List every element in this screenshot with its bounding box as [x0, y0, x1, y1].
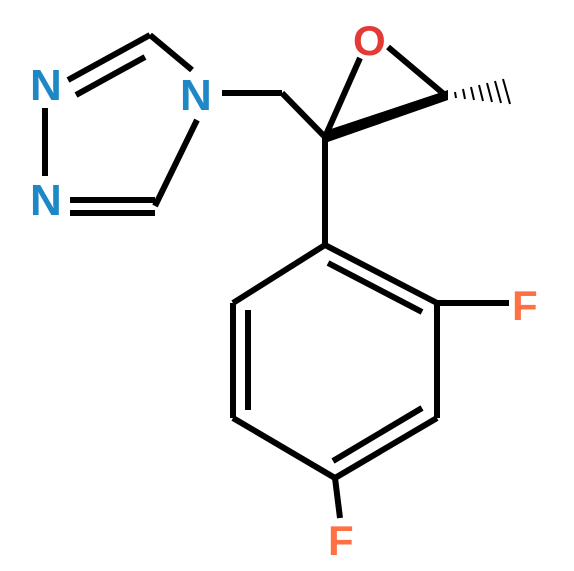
bond: [282, 93, 325, 137]
atom-nitrogen: N: [180, 71, 212, 120]
bond: [233, 418, 335, 478]
bond: [388, 47, 445, 95]
bond: [155, 120, 197, 206]
atom-nitrogen: N: [30, 176, 62, 225]
bond: [233, 245, 325, 303]
hashed-wedge: [455, 79, 510, 104]
atom-nitrogen: N: [30, 61, 62, 110]
bond: [335, 478, 340, 518]
atom-oxygen: O: [353, 17, 386, 64]
atom-fluorine: F: [328, 517, 354, 564]
bond: [150, 35, 192, 70]
atom-fluorine: F: [512, 282, 538, 329]
molecule-diagram: N N N O F F: [0, 0, 574, 571]
bond: [68, 35, 150, 80]
bond: [76, 57, 145, 95]
bond: [325, 245, 437, 303]
